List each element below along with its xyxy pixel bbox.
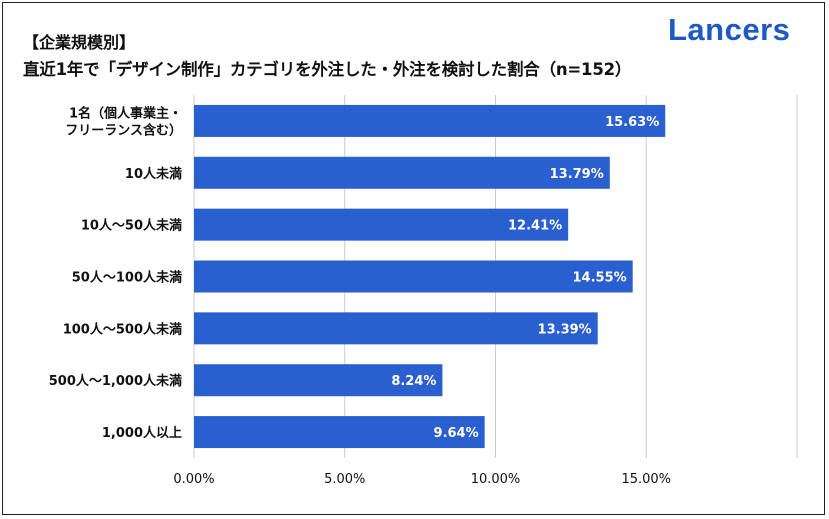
data-label: 9.64% (434, 426, 479, 441)
x-tick-label: 0.00% (173, 472, 214, 487)
category-label: 10人未満 (125, 166, 182, 182)
category-label: 50人～100人未満 (72, 270, 182, 286)
category-label: 10人～50人未満 (81, 218, 182, 234)
data-label: 13.79% (550, 167, 604, 182)
bar (194, 156, 610, 189)
chart-title: 【企業規模別】 (23, 33, 136, 52)
data-label: 14.55% (573, 271, 627, 286)
category-label: フリーランス含む） (65, 122, 182, 138)
x-tick-label: 15.00% (621, 472, 671, 487)
chart-subtitle: 直近1年で「デザイン制作」カテゴリを外注した・外注を検討した割合（n=152） (23, 60, 632, 79)
data-label: 15.63% (605, 115, 659, 130)
lancers-logo: Lancers (668, 12, 791, 47)
bar (194, 312, 598, 345)
x-tick-label: 10.00% (471, 472, 521, 487)
category-label: 100人～500人未満 (63, 321, 182, 337)
bar (194, 260, 633, 293)
x-tick-label: 5.00% (324, 472, 365, 487)
bar (194, 364, 443, 397)
bar (194, 208, 569, 241)
data-label: 8.24% (391, 374, 436, 389)
category-label: 500人～1,000人未満 (49, 373, 182, 389)
category-label: 1名（個人事業主・ (69, 105, 182, 121)
bar (194, 416, 485, 449)
bar (194, 104, 666, 137)
data-label: 12.41% (508, 219, 562, 234)
data-label: 13.39% (538, 322, 592, 337)
category-label: 1,000人以上 (102, 425, 182, 441)
